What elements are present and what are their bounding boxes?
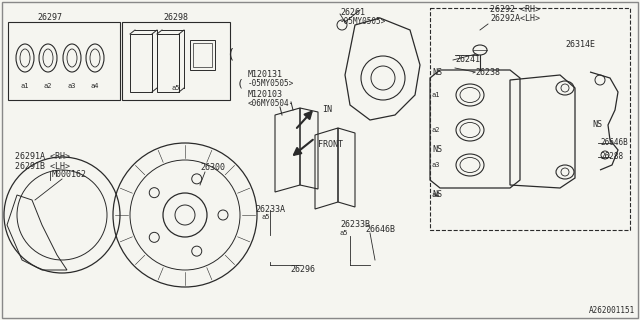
- Text: 26292A<LH>: 26292A<LH>: [490, 14, 540, 23]
- Text: a1: a1: [431, 92, 440, 98]
- Text: NS: NS: [592, 120, 602, 129]
- Text: <06MY0504-: <06MY0504-: [248, 99, 294, 108]
- Text: a3: a3: [431, 162, 440, 168]
- Text: 26646B: 26646B: [365, 225, 395, 234]
- Text: -05MY0505>: -05MY0505>: [248, 79, 294, 88]
- Text: 26291B <LH>: 26291B <LH>: [15, 162, 70, 171]
- Text: (: (: [237, 79, 244, 89]
- Text: 26646B: 26646B: [600, 138, 628, 147]
- Text: 26296: 26296: [290, 265, 315, 274]
- Text: 26288: 26288: [600, 152, 623, 161]
- Text: 26297: 26297: [38, 13, 63, 22]
- Text: a4: a4: [431, 192, 440, 198]
- Text: M120131: M120131: [248, 70, 283, 79]
- Text: a3: a3: [68, 83, 76, 89]
- Text: a5: a5: [340, 230, 349, 236]
- Text: a5: a5: [172, 85, 180, 91]
- Text: 26238: 26238: [475, 68, 500, 77]
- Text: 26298: 26298: [163, 13, 189, 22]
- Text: a2: a2: [44, 83, 52, 89]
- Text: a2: a2: [431, 127, 440, 133]
- Text: 26233B: 26233B: [340, 220, 370, 229]
- Text: A262001151: A262001151: [589, 306, 635, 315]
- Text: -05MY0505>: -05MY0505>: [340, 17, 387, 26]
- Text: (: (: [226, 48, 234, 62]
- Text: NS: NS: [432, 68, 442, 77]
- Text: 26241: 26241: [455, 55, 480, 64]
- Text: a1: a1: [20, 83, 29, 89]
- Text: a4: a4: [91, 83, 99, 89]
- Text: FRONT: FRONT: [318, 140, 343, 149]
- Bar: [122, 22, 230, 100]
- Text: NS: NS: [432, 145, 442, 154]
- Text: 26300: 26300: [200, 163, 225, 172]
- Text: 26261: 26261: [340, 8, 365, 17]
- Text: IN: IN: [322, 106, 332, 115]
- Bar: [190, 40, 215, 70]
- Text: M000162: M000162: [52, 170, 87, 179]
- Text: M120103: M120103: [248, 90, 283, 99]
- Text: a5: a5: [262, 214, 271, 220]
- Text: 26314E: 26314E: [565, 40, 595, 49]
- Text: NS: NS: [432, 190, 442, 199]
- Bar: [193, 43, 212, 67]
- Text: 26292 <RH>: 26292 <RH>: [490, 5, 540, 14]
- Text: 26291A <RH>: 26291A <RH>: [15, 152, 70, 161]
- Bar: [430, 8, 630, 230]
- Text: 26233A: 26233A: [255, 205, 285, 214]
- Bar: [8, 22, 120, 100]
